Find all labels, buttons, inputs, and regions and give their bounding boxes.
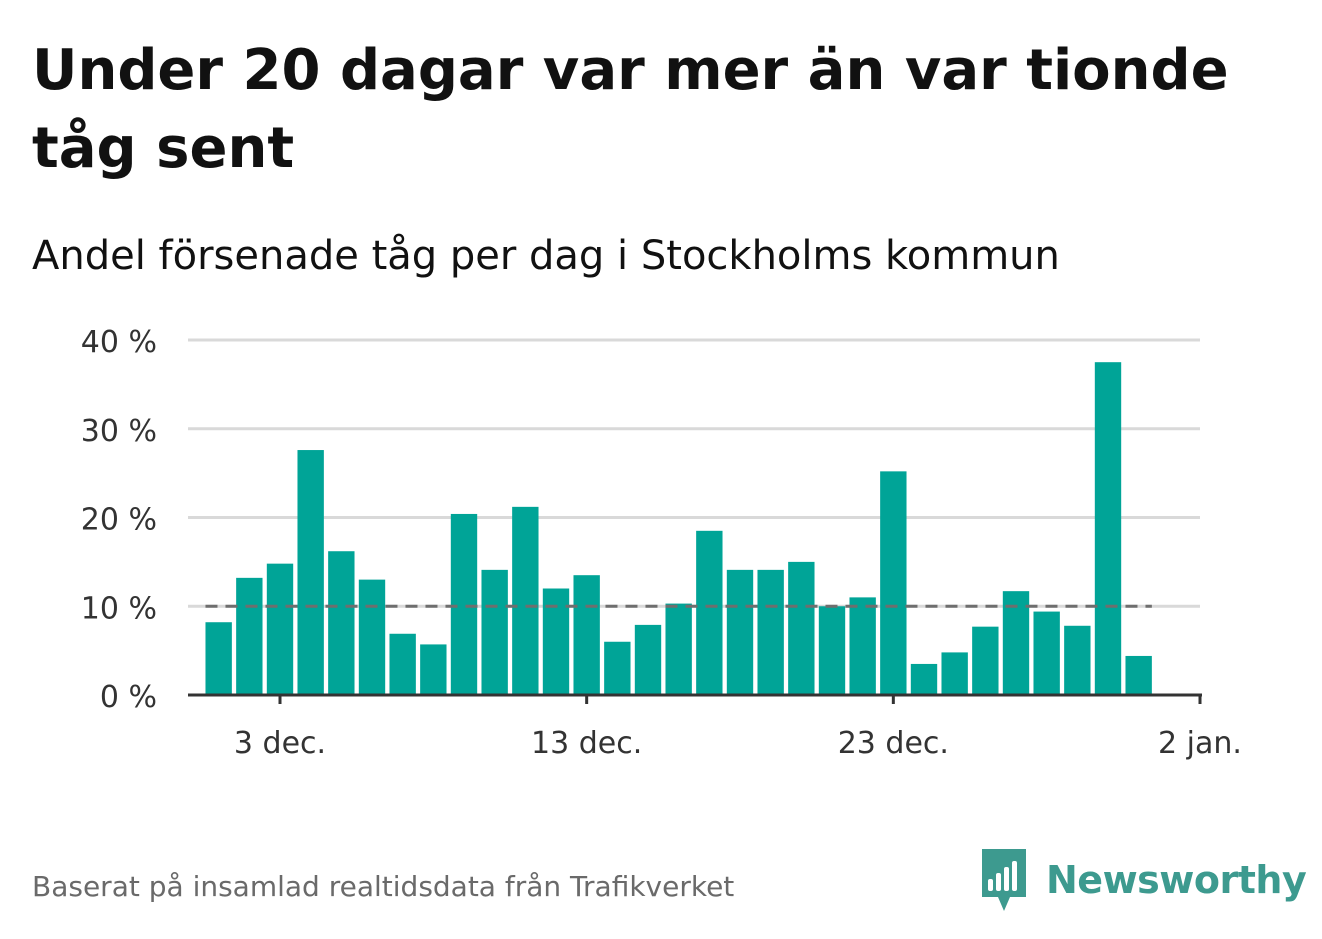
bar <box>450 513 478 695</box>
bar <box>880 471 907 695</box>
y-tick-label: 0 % <box>100 680 157 715</box>
bar <box>420 644 447 695</box>
bar <box>696 530 723 695</box>
bar <box>389 633 416 695</box>
x-tick-labels: 3 dec. 13 dec. 23 dec. 2 jan. <box>234 726 1242 761</box>
bar <box>573 575 600 695</box>
bar <box>1064 625 1091 695</box>
bar <box>1002 591 1030 695</box>
bar-chart: 0 % 10 % 20 % 30 % 40 % 3 dec. 13 dec. 23 dec.… <box>81 325 1242 761</box>
y-tick-label: 30 % <box>81 414 157 449</box>
y-tick-label: 20 % <box>81 503 157 538</box>
bar <box>266 563 294 695</box>
bar <box>236 577 263 695</box>
brand-logo: Newsworthy <box>980 848 1307 912</box>
bar <box>941 652 968 695</box>
bar <box>757 569 784 695</box>
bar <box>512 506 539 695</box>
x-tick-label: 23 dec. <box>838 726 949 761</box>
y-tick-labels: 0 % 10 % 20 % 30 % 40 % <box>81 325 157 715</box>
bar <box>542 588 570 695</box>
bar <box>849 597 876 695</box>
chart-subtitle: Andel försenade tåg per dag i Stockholms… <box>32 233 1060 279</box>
y-tick-label: 10 % <box>81 591 157 626</box>
brand-name: Newsworthy <box>1046 858 1307 902</box>
bar <box>634 624 662 695</box>
bar <box>665 603 692 695</box>
bar <box>297 450 324 695</box>
bar <box>328 551 355 695</box>
source-note: Baserat på insamlad realtidsdata från Tr… <box>32 870 735 903</box>
bar <box>818 606 846 695</box>
bar <box>972 626 999 695</box>
x-axis <box>188 693 1202 704</box>
x-tick-label: 3 dec. <box>234 726 326 761</box>
chart-title: Under 20 dagar var mer än var tionde tåg… <box>32 38 1229 181</box>
bar <box>1033 611 1060 695</box>
bar <box>726 569 754 695</box>
bar <box>358 579 386 695</box>
bar-chart-speech-bubble-icon <box>982 849 1026 911</box>
bar <box>788 561 815 695</box>
y-tick-label: 40 % <box>81 325 157 360</box>
bar <box>205 622 232 695</box>
bars <box>205 362 1152 695</box>
bar <box>604 641 631 695</box>
bar <box>481 569 508 695</box>
bar <box>1094 362 1122 695</box>
bar <box>910 663 938 695</box>
x-tick-label: 13 dec. <box>531 726 642 761</box>
bar <box>1125 655 1152 695</box>
x-tick-label: 2 jan. <box>1158 726 1242 761</box>
